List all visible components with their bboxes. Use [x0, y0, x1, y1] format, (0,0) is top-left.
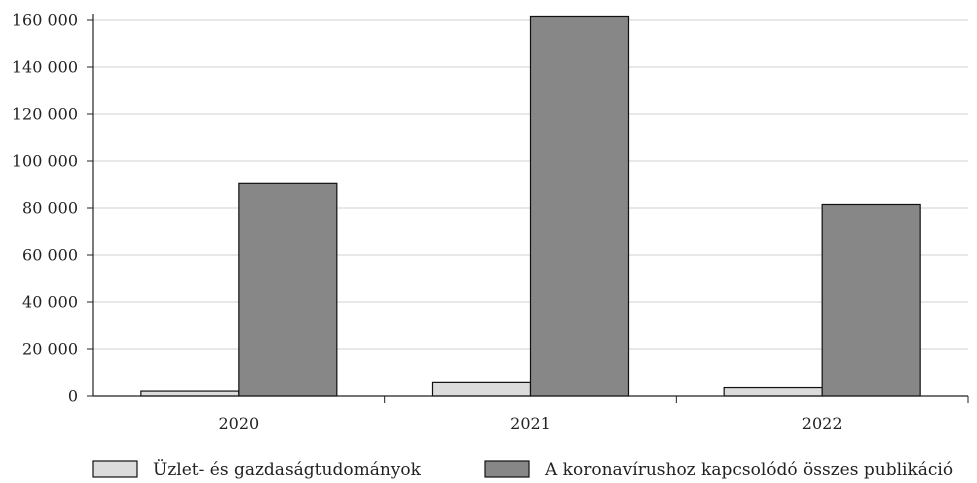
legend: Üzlet- és gazdaságtudományok A koronavíru… — [92, 459, 953, 480]
legend-label-covid: A koronavírushoz kapcsolódó összes publi… — [544, 460, 953, 479]
legend-swatch-business — [92, 460, 138, 478]
x-tick-label: 2020 — [218, 414, 259, 433]
y-tick-label: 80 000 — [22, 199, 78, 218]
x-tick-label: 2021 — [510, 414, 551, 433]
legend-label-business: Üzlet- és gazdaságtudományok — [153, 459, 422, 479]
bar-business-2020 — [140, 390, 240, 397]
bars — [140, 15, 921, 397]
y-tick-label: 140 000 — [12, 58, 78, 77]
y-tick-label: 40 000 — [22, 293, 78, 312]
bar-covid-2022 — [821, 203, 921, 397]
y-tick-label: 0 — [68, 387, 78, 406]
axes: 0 20 000 40 000 60 000 80 000 100 000 120 000 1… — [12, 11, 969, 433]
legend-swatch-covid — [484, 460, 530, 478]
bar-business-2022 — [723, 386, 823, 397]
x-tick-label: 2022 — [802, 414, 843, 433]
y-tick-label: 120 000 — [12, 105, 78, 124]
bar-covid-2020 — [238, 182, 338, 397]
y-tick-label: 100 000 — [12, 152, 78, 171]
y-tick-label: 60 000 — [22, 246, 78, 265]
y-tick-label: 20 000 — [22, 340, 78, 359]
y-tick-label: 160 000 — [12, 11, 78, 30]
bar-covid-2021 — [529, 15, 630, 397]
bar-business-2021 — [431, 381, 532, 397]
